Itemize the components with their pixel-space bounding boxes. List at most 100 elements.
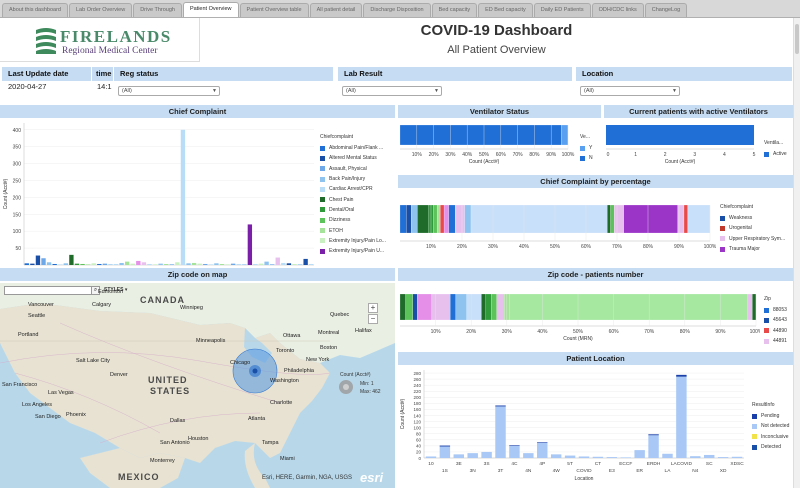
- legend-item[interactable]: Urogenital: [720, 223, 792, 233]
- legend-item[interactable]: Back Pain/Injury: [320, 174, 392, 184]
- search-icon[interactable]: ⌕: [91, 286, 100, 295]
- reg-status-select[interactable]: (All) ▼: [118, 86, 220, 96]
- chief-complaint-percentage-chart[interactable]: 10% 20% 30% 40% 50% 60% 70% 80% 90% 100%: [398, 189, 716, 265]
- legend-item[interactable]: Altered Mental Status: [320, 153, 392, 163]
- zip-code-map[interactable]: [0, 283, 395, 488]
- x-tick-label: 3E: [456, 461, 462, 467]
- legend-item[interactable]: Chest Pain: [320, 194, 392, 204]
- map-legend-min: Min: 1: [360, 381, 374, 387]
- legend-item[interactable]: 44890: [764, 326, 792, 336]
- bar: [141, 262, 147, 265]
- bar-segment: [466, 293, 482, 321]
- legend-item[interactable]: Upper Respiratory Sym...: [720, 234, 792, 244]
- bar: [292, 263, 297, 265]
- map-styles-button[interactable]: STYLES ▾: [104, 287, 128, 293]
- lab-result-select[interactable]: (All) ▼: [342, 86, 442, 96]
- legend-item[interactable]: 88053: [764, 305, 792, 315]
- zoom-in-button[interactable]: +: [368, 303, 378, 313]
- tab-odh-cdc-links[interactable]: ODH/CDC links: [591, 3, 644, 17]
- tab-about-this-dashboard[interactable]: About this dashboard: [2, 3, 68, 17]
- legend-label: 88053: [773, 307, 787, 314]
- tab-drive-through[interactable]: Drive Through: [133, 3, 182, 17]
- legend-item[interactable]: Detected: [752, 442, 796, 452]
- zoom-out-button[interactable]: −: [368, 314, 378, 324]
- legend-item[interactable]: Weakness: [720, 213, 792, 223]
- x-tick-label: 20%: [457, 244, 468, 250]
- time-label: time: [92, 67, 114, 81]
- legend-item[interactable]: Cardiac Arrest/CPR: [320, 184, 392, 194]
- map-search-input[interactable]: [4, 286, 100, 295]
- legend-item[interactable]: 44891: [764, 336, 792, 346]
- location-select[interactable]: (All) ▼: [580, 86, 680, 96]
- legend-item[interactable]: Trauma Major: [720, 244, 792, 254]
- bar-segment: [676, 374, 687, 377]
- chief-complaint-chart[interactable]: 50 100 150 200 250 300 350 400 Count (Acct#): [0, 119, 318, 269]
- bar: [225, 264, 230, 265]
- x-tick-label: SC: [706, 461, 713, 467]
- tab-patient-overview-table[interactable]: Patient Overview table: [239, 3, 309, 17]
- active-ventilators-chart[interactable]: 0 1 2 3 4 5 Count (Acct#): [604, 119, 760, 173]
- y-tick-label: 240: [413, 383, 421, 388]
- legend-label: Dizziness: [329, 217, 351, 224]
- legend-item[interactable]: N: [580, 153, 600, 163]
- tab-bed-capacity[interactable]: Bed capacity: [431, 3, 478, 17]
- legend-item[interactable]: Dizziness: [320, 215, 392, 225]
- vertical-scrollbar[interactable]: [793, 18, 800, 488]
- bar: [236, 263, 241, 265]
- ventilator-status-chart[interactable]: 10% 20% 30% 40% 50% 60% 70% 80% 90% 100% Count (Ac…: [398, 119, 576, 173]
- map-label-montreal: Montreal: [318, 330, 340, 336]
- legend-item[interactable]: Abdominal Pain/Flank ...: [320, 143, 392, 153]
- legend-label: Upper Respiratory Sym...: [729, 235, 786, 242]
- bar: [214, 263, 219, 265]
- scrollbar-thumb[interactable]: [795, 24, 799, 54]
- zip-number-chart[interactable]: 10% 20% 30% 40% 50% 60% 70% 80% 90% 100% Count (MR…: [398, 282, 760, 348]
- x-tick-label: 10%: [431, 329, 442, 335]
- map-label-ottawa: Ottawa: [283, 333, 301, 339]
- legend-item[interactable]: ETOH: [320, 225, 392, 235]
- bar: [158, 263, 163, 265]
- tab-discharge-disposition[interactable]: Discharge Disposition: [363, 3, 431, 17]
- x-tick-label: XDSC: [730, 461, 744, 467]
- tab-ed-bed-capacity[interactable]: ED Bed capacity: [478, 3, 533, 17]
- legend-item[interactable]: Pending: [752, 411, 796, 421]
- bar-segment: [683, 204, 688, 234]
- tab-patient-overview[interactable]: Patient Overview: [182, 2, 239, 17]
- legend-item[interactable]: Extremity Injury/Pain U...: [320, 246, 392, 256]
- tab-all-patient-detail[interactable]: All patient detail: [309, 3, 363, 17]
- legend-item[interactable]: Y: [580, 143, 600, 153]
- zip-number-title: Zip code - patients number: [398, 268, 793, 281]
- legend-swatch: [720, 246, 725, 252]
- legend-item[interactable]: Not detected: [752, 421, 796, 431]
- map-attribution: Esri, HERE, Garmin, NGA, USGS: [262, 475, 353, 481]
- legend-item[interactable]: Inconclusive: [752, 432, 796, 442]
- x-tick-label: 40%: [519, 244, 530, 250]
- legend-swatch: [580, 145, 585, 151]
- x-tick-label: 100%: [562, 152, 575, 158]
- x-tick-label: 3S: [484, 461, 490, 467]
- map-label-san-francisco: San Francisco: [2, 382, 38, 388]
- bar-segment: [455, 293, 467, 321]
- bar: [119, 262, 124, 265]
- bar-segment: [425, 456, 437, 458]
- y-tick-label: 60: [416, 438, 422, 443]
- bar: [203, 263, 208, 265]
- tab-lab-order-overview[interactable]: Lab Order Overview: [68, 3, 133, 17]
- x-tick-label: 100%: [750, 329, 760, 335]
- legend-item[interactable]: Active: [764, 149, 792, 159]
- legend-item[interactable]: Assault, Physical: [320, 164, 392, 174]
- x-tick-label: 80%: [680, 329, 691, 335]
- legend-item[interactable]: 45643: [764, 315, 792, 325]
- chevron-down-icon: ▼: [434, 88, 439, 94]
- legend-label: Dental/Oral: [329, 206, 355, 213]
- tab-daily-ed-patients[interactable]: Daily ED Patients: [533, 3, 591, 17]
- x-tick-label: 5T: [567, 461, 573, 467]
- legend-item[interactable]: Dental/Oral: [320, 205, 392, 215]
- x-tick-label: 80%: [643, 244, 654, 250]
- x-tick-label: 4N: [525, 468, 532, 474]
- bar-segment: [436, 204, 441, 234]
- tab-changelog[interactable]: ChangeLog: [644, 3, 688, 17]
- legend-item[interactable]: Extremity Injury/Pain Lo...: [320, 236, 392, 246]
- x-tick-label: 70%: [612, 244, 623, 250]
